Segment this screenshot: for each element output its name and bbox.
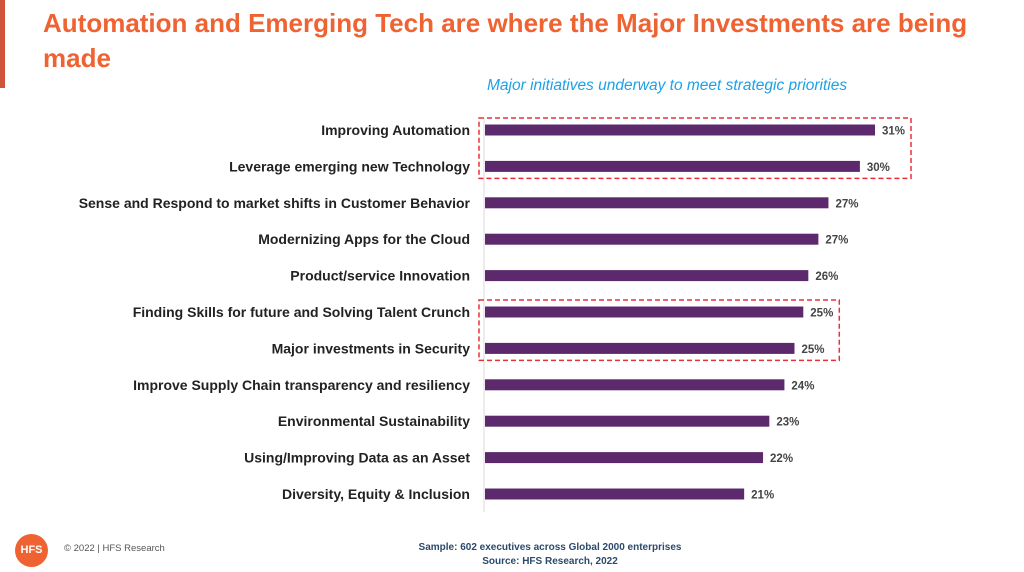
page-title: Automation and Emerging Tech are where t… (43, 8, 968, 73)
bar (485, 415, 770, 427)
data-label: 23% (776, 417, 799, 429)
bar (485, 233, 819, 245)
data-label: 24% (791, 380, 814, 392)
data-label: 30% (867, 162, 890, 174)
category-label: Modernizing Apps for the Cloud (258, 231, 470, 247)
category-label: Sense and Respond to market shifts in Cu… (79, 195, 471, 211)
category-label: Finding Skills for future and Solving Ta… (133, 304, 470, 320)
category-label: Using/Improving Data as an Asset (244, 450, 470, 466)
bar (485, 160, 860, 172)
bar (485, 342, 795, 354)
category-label: Leverage emerging new Technology (229, 158, 470, 174)
sample-text: Sample: 602 executives across Global 200… (418, 542, 682, 553)
category-label: Improving Automation (321, 122, 470, 138)
bar (485, 452, 764, 464)
highlight-box (478, 117, 912, 180)
chart-title: Major initiatives underway to meet strat… (487, 77, 848, 94)
bar (485, 306, 804, 318)
bar (485, 270, 809, 282)
bar (485, 488, 745, 500)
data-label: 31% (882, 126, 905, 138)
category-label: Major investments in Security (272, 340, 471, 356)
data-label: 21% (751, 490, 774, 502)
source-note: Sample: 602 executives across Global 200… (380, 541, 720, 569)
data-label: 22% (770, 453, 793, 465)
copyright-text: © 2022 | HFS Research (64, 543, 165, 554)
category-label: Environmental Sustainability (278, 413, 470, 429)
title-accent-bar (0, 0, 5, 88)
data-label: 25% (801, 344, 824, 356)
highlight-box (478, 299, 841, 362)
data-label: 25% (810, 308, 833, 320)
source-text: Source: HFS Research, 2022 (482, 556, 618, 567)
bar (485, 124, 875, 136)
category-label: Diversity, Equity & Inclusion (282, 486, 470, 502)
hfs-logo: HFS (15, 534, 48, 567)
category-label: Improve Supply Chain transparency and re… (133, 377, 470, 393)
data-label: 26% (815, 271, 838, 283)
data-label: 27% (835, 198, 858, 210)
bar (485, 197, 829, 209)
data-label: 27% (825, 235, 848, 247)
category-label: Product/service Innovation (290, 268, 470, 284)
bar (485, 379, 785, 391)
